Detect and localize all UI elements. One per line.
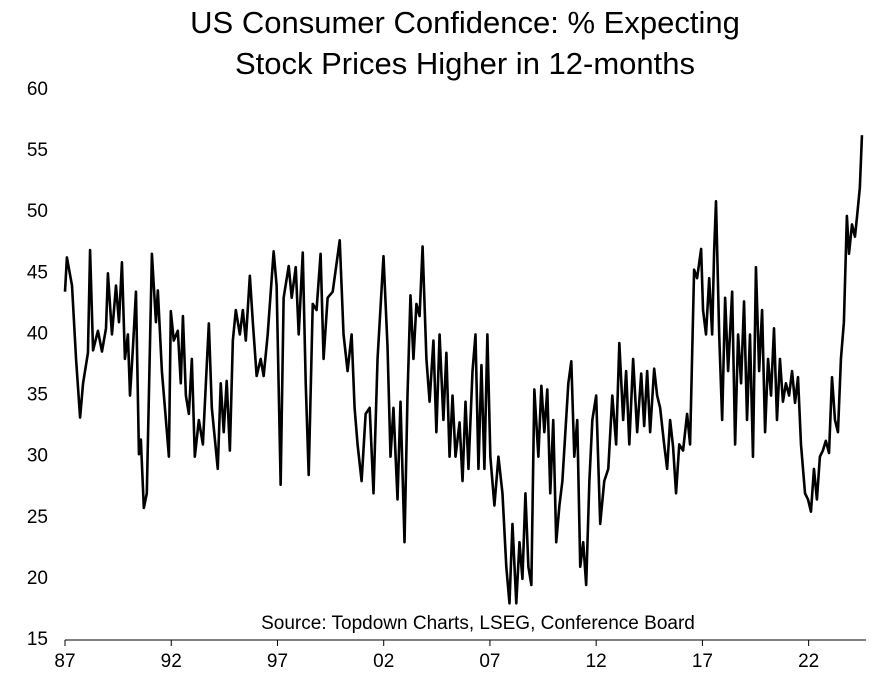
y-tick-label: 45	[27, 262, 48, 283]
y-tick-label: 35	[27, 385, 48, 406]
y-tick-label: 15	[27, 629, 48, 650]
x-tick-label: 17	[692, 651, 713, 672]
x-tick-label: 97	[267, 651, 288, 672]
x-tick-label: 87	[54, 651, 75, 672]
y-tick-label: 25	[27, 507, 48, 528]
y-tick-label: 40	[27, 323, 48, 344]
y-tick-label: 60	[27, 79, 48, 100]
y-tick-label: 30	[27, 446, 48, 467]
y-tick-label: 20	[27, 568, 48, 589]
x-tick-label: 07	[479, 651, 500, 672]
data-line	[63, 135, 864, 605]
x-tick-label: 22	[798, 651, 819, 672]
x-tick-label: 92	[161, 651, 182, 672]
source-note: Source: Topdown Charts, LSEG, Conference…	[261, 613, 695, 634]
x-tick-label: 02	[373, 651, 394, 672]
y-tick-label: 50	[27, 201, 48, 222]
y-tick-label: 55	[27, 140, 48, 161]
chart-title: Stock Prices Higher in 12-months	[235, 46, 695, 81]
chart-title: US Consumer Confidence: % Expecting	[190, 5, 740, 40]
x-tick-label: 12	[586, 651, 607, 672]
